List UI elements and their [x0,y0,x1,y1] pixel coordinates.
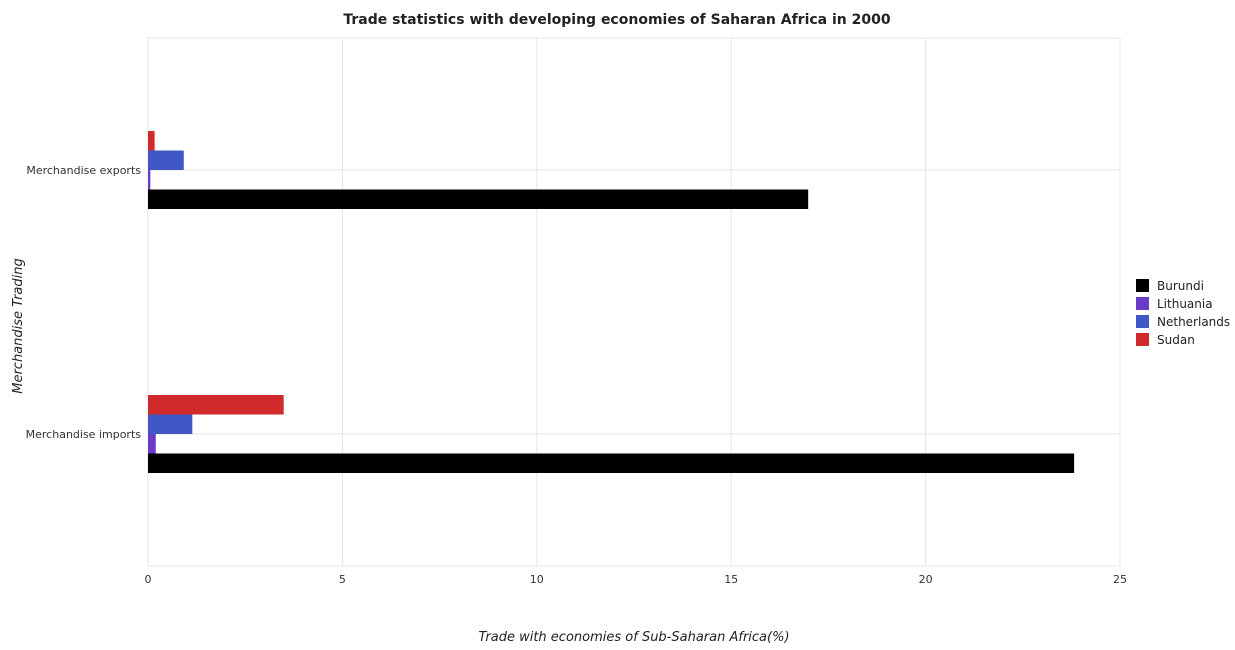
bar-burundi-imports [148,453,1075,473]
legend-label: Netherlands [1157,315,1230,329]
legend-swatch [1136,315,1149,328]
bars [148,131,1075,473]
x-axis-title: Trade with economies of Sub-Saharan Afri… [478,630,789,645]
y-tick-label: Merchandise exports [26,164,141,177]
bar-lithuania-exports [148,170,151,190]
x-tick-label: 10 [530,573,544,586]
x-tick-label: 20 [919,573,933,586]
grid [147,37,1121,567]
legend-label: Lithuania [1157,297,1213,311]
legend-label: Burundi [1157,279,1204,293]
x-tick-label: 5 [339,573,346,586]
x-tick-label: 0 [145,573,152,586]
y-axis-title: Merchandise Trading [11,258,26,394]
x-tick-label: 25 [1113,573,1127,586]
bar-netherlands-exports [148,150,184,170]
chart-title: Trade statistics with developing economi… [343,12,890,28]
bar-sudan-exports [148,131,155,151]
y-tick-label: Merchandise imports [26,428,142,441]
axes: 0 5 10 15 20 25 Merchandise exports Merchandise… [26,164,1127,586]
bar-lithuania-imports [148,434,156,454]
x-tick-label: 15 [724,573,738,586]
bar-netherlands-imports [148,414,193,434]
legend-swatch [1136,297,1149,310]
legend-swatch [1136,333,1149,346]
legend: Burundi Lithuania Netherlands Sudan [1136,279,1230,347]
bar-sudan-imports [148,395,284,415]
plot-frame [147,37,1121,567]
bar-burundi-exports [148,189,809,209]
legend-swatch [1136,279,1149,292]
legend-label: Sudan [1157,333,1195,347]
